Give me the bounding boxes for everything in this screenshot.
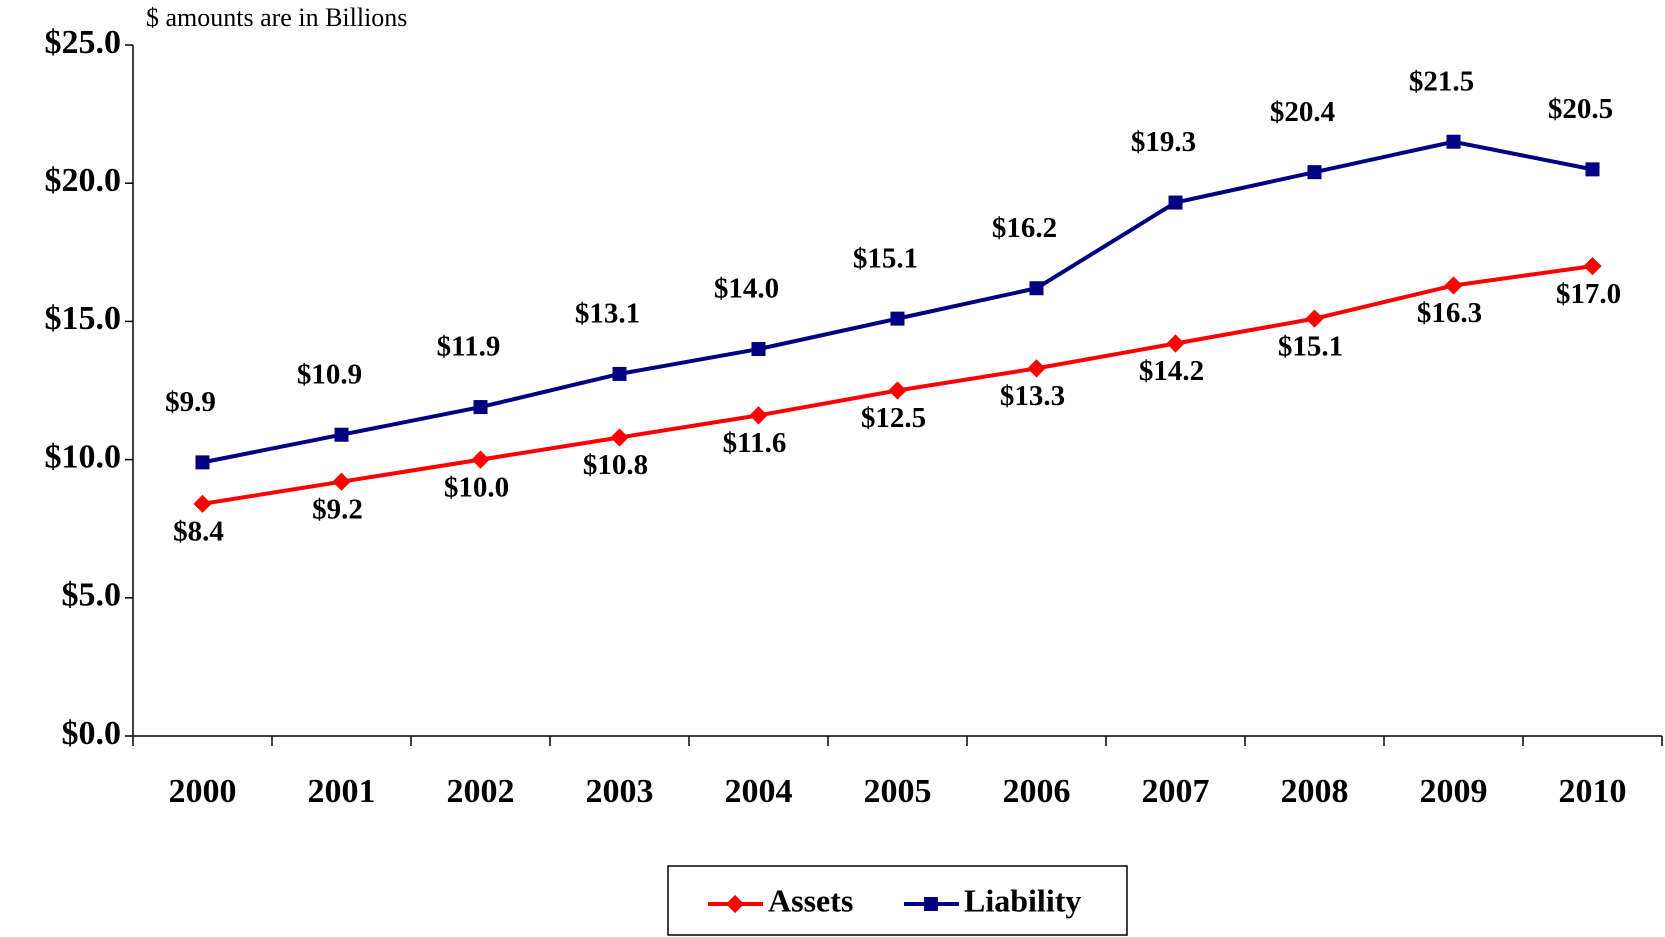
- data-point: [193, 494, 212, 513]
- data-label: $15.1: [1278, 330, 1343, 362]
- data-point: [195, 455, 210, 470]
- data-point: [1446, 134, 1461, 149]
- data-point: [1029, 281, 1044, 296]
- data-point: [1027, 359, 1046, 378]
- data-point: [471, 450, 490, 469]
- data-label: $8.4: [173, 515, 224, 547]
- data-label: $15.1: [853, 242, 918, 274]
- data-point: [612, 366, 627, 381]
- data-label: $9.2: [312, 493, 363, 525]
- y-tick-label: $20.0: [45, 162, 122, 199]
- data-label: $10.9: [297, 358, 362, 390]
- x-tick-label: 2001: [308, 773, 376, 810]
- x-tick-label: 2006: [1003, 773, 1071, 810]
- y-tick-label: $10.0: [45, 438, 122, 475]
- data-point: [473, 400, 488, 415]
- legend-marker: [924, 897, 938, 911]
- data-point: [1307, 165, 1322, 180]
- x-tick-label: 2008: [1281, 773, 1349, 810]
- y-tick-label: $5.0: [62, 577, 122, 614]
- data-label: $20.5: [1548, 93, 1613, 125]
- data-label: $9.9: [165, 386, 216, 418]
- legend-label: Liability: [964, 882, 1081, 918]
- x-tick-label: 2009: [1420, 773, 1488, 810]
- data-point: [1444, 276, 1463, 295]
- y-tick-label: $25.0: [45, 24, 122, 61]
- data-label: $16.3: [1417, 297, 1482, 329]
- data-label: $13.3: [1000, 380, 1065, 412]
- data-label: $14.0: [714, 273, 779, 305]
- data-label: $20.4: [1270, 96, 1335, 128]
- x-tick-label: 2000: [169, 773, 237, 810]
- data-point: [334, 427, 349, 442]
- x-tick-label: 2003: [586, 773, 654, 810]
- data-point: [1168, 195, 1183, 210]
- x-tick-label: 2007: [1142, 773, 1210, 810]
- x-tick-label: 2002: [447, 773, 515, 810]
- y-tick-label: $15.0: [45, 300, 122, 337]
- data-point: [890, 311, 905, 326]
- legend: [667, 865, 1128, 936]
- data-label: $13.1: [575, 298, 640, 330]
- x-tick-label: 2010: [1559, 773, 1627, 810]
- x-tick-label: 2004: [725, 773, 793, 810]
- data-point: [888, 381, 907, 400]
- data-point: [751, 342, 766, 357]
- data-point: [1585, 162, 1600, 177]
- legend-label: Assets: [768, 882, 853, 918]
- chart-subtitle: $ amounts are in Billions: [146, 3, 407, 32]
- data-label: $19.3: [1131, 126, 1196, 158]
- data-point: [332, 472, 351, 491]
- data-label: $12.5: [861, 402, 926, 434]
- data-label: $10.8: [583, 449, 648, 481]
- data-label: $14.2: [1139, 355, 1204, 387]
- data-label: $11.9: [437, 331, 501, 363]
- data-point: [749, 406, 768, 425]
- data-point: [1583, 257, 1602, 276]
- data-label: $11.6: [723, 427, 787, 459]
- y-tick-label: $0.0: [62, 715, 122, 752]
- data-label: $17.0: [1556, 278, 1621, 310]
- data-point: [1166, 334, 1185, 353]
- data-label: $21.5: [1409, 65, 1474, 97]
- x-tick-label: 2005: [864, 773, 932, 810]
- data-point: [610, 428, 629, 447]
- legend-marker: [725, 894, 745, 914]
- data-point: [1305, 309, 1324, 328]
- data-label: $10.0: [444, 471, 509, 503]
- data-label: $16.2: [992, 212, 1057, 244]
